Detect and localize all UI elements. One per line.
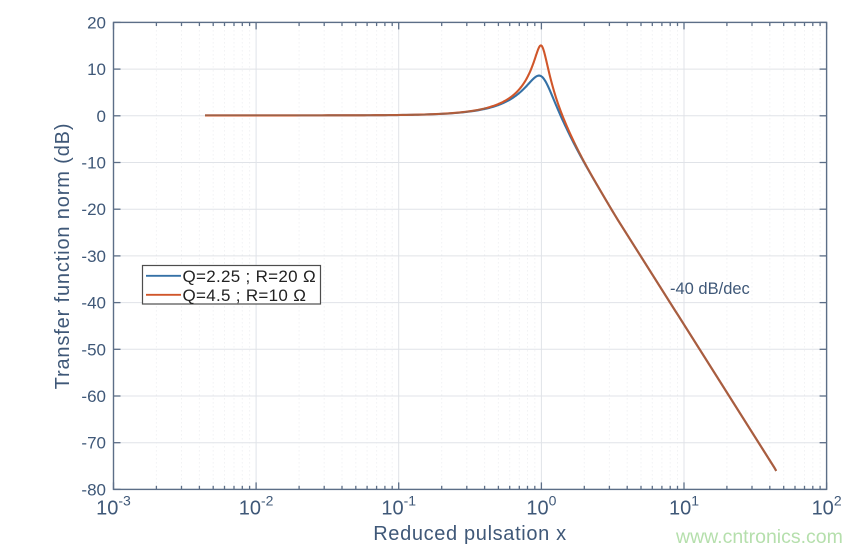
svg-text:10-2: 10-2 bbox=[239, 493, 274, 520]
svg-text:-30: -30 bbox=[81, 247, 106, 266]
svg-text:Transfer function norm (dB): Transfer function norm (dB) bbox=[52, 123, 74, 390]
svg-text:Q=4.5 ; R=10 Ω: Q=4.5 ; R=10 Ω bbox=[183, 286, 307, 305]
svg-text:-40: -40 bbox=[81, 294, 106, 313]
svg-text:-60: -60 bbox=[81, 387, 106, 406]
svg-text:0: 0 bbox=[97, 107, 106, 126]
svg-text:10-3: 10-3 bbox=[96, 493, 131, 520]
svg-text:-50: -50 bbox=[81, 340, 106, 359]
svg-text:101: 101 bbox=[669, 493, 699, 520]
svg-text:Q=2.25 ; R=20 Ω: Q=2.25 ; R=20 Ω bbox=[183, 267, 316, 286]
svg-text:20: 20 bbox=[87, 13, 106, 32]
svg-text:102: 102 bbox=[812, 493, 842, 520]
svg-text:-70: -70 bbox=[81, 434, 106, 453]
svg-text:www.cntronics.com: www.cntronics.com bbox=[675, 526, 843, 548]
svg-text:10-1: 10-1 bbox=[381, 493, 416, 520]
svg-text:-80: -80 bbox=[81, 480, 106, 499]
svg-text:Reduced pulsation x: Reduced pulsation x bbox=[373, 523, 567, 545]
svg-text:-20: -20 bbox=[81, 200, 106, 219]
svg-text:10: 10 bbox=[87, 60, 106, 79]
svg-text:-40 dB/dec: -40 dB/dec bbox=[670, 280, 750, 298]
svg-text:100: 100 bbox=[526, 493, 556, 520]
svg-text:-10: -10 bbox=[81, 154, 106, 173]
